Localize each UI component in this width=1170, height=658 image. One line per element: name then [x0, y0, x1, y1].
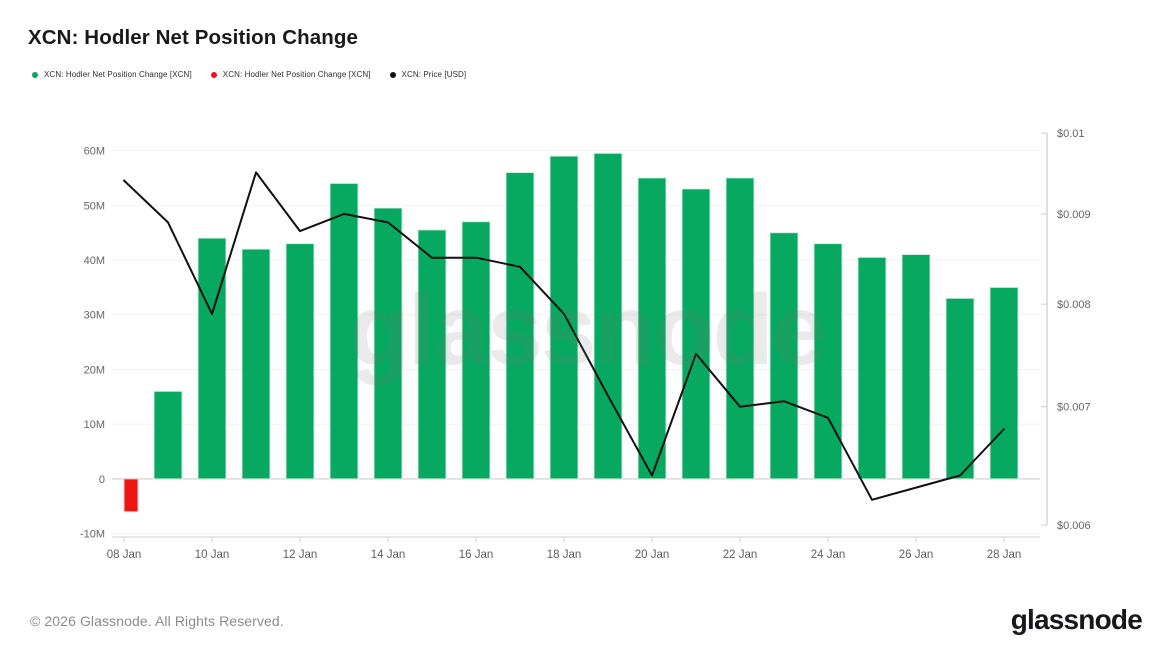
x-axis-tick-label: 24 Jan — [811, 549, 846, 561]
legend-item-hodler-positive[interactable]: XCN: Hodler Net Position Change [XCN] — [32, 70, 192, 79]
x-axis-tick-label: 26 Jan — [899, 549, 934, 561]
right-axis-tick-label: $0.01 — [1057, 128, 1085, 140]
left-axis-tick-label: 10M — [84, 419, 105, 431]
x-axis-tick-label: 16 Jan — [459, 549, 494, 561]
bar-positive — [417, 229, 447, 480]
legend-label: XCN: Price [USD] — [401, 70, 467, 79]
price-line-path — [123, 171, 1005, 501]
x-axis-tick-label: 14 Jan — [371, 549, 406, 561]
axes: -10M 0 10M 20M 30M 40M 50M 60M 08 Jan 10 Jan 12 Ja… — [80, 128, 1091, 561]
x-axis-tick-label: 20 Jan — [635, 549, 670, 561]
legend-dot-black-icon — [389, 71, 396, 78]
right-axis-tick-label: $0.008 — [1057, 299, 1091, 311]
left-axis-tick-label: 0 — [99, 474, 105, 486]
left-axis-tick-label: 20M — [84, 364, 105, 376]
right-axis-tick-label: $0.007 — [1057, 402, 1091, 414]
x-axis-tick-label: 22 Jan — [723, 549, 758, 561]
left-axis-tick-label: 40M — [84, 255, 105, 267]
x-axis-tick-label: 18 Jan — [547, 549, 582, 561]
bar-positive — [197, 237, 227, 480]
legend-dot-green-icon — [32, 71, 38, 78]
x-axis-tick-label: 08 Jan — [107, 549, 142, 561]
bar-positive — [153, 390, 183, 480]
bar-positive — [725, 177, 755, 480]
bar-positive — [681, 188, 711, 480]
bar-positive — [813, 243, 843, 480]
bar-positive — [461, 221, 491, 480]
bar-positive — [549, 155, 579, 480]
chart-legend: XCN: Hodler Net Position Change [XCN] XC… — [32, 70, 466, 79]
bar-positive — [637, 177, 667, 480]
bar-positive — [373, 207, 403, 480]
x-axis-tick-label: 10 Jan — [195, 549, 230, 561]
left-axis-tick-label: -10M — [80, 529, 105, 541]
legend-label: XCN: Hodler Net Position Change [XCN] — [222, 70, 371, 79]
left-axis-tick-label: 50M — [84, 200, 105, 212]
bar-positive — [769, 232, 799, 480]
page-title: XCN: Hodler Net Position Change — [28, 26, 358, 49]
legend-label: XCN: Hodler Net Position Change [XCN] — [44, 70, 192, 79]
bar-positive — [593, 152, 623, 480]
bar-positive — [989, 286, 1019, 480]
bar-positive — [505, 172, 535, 480]
x-axis-tick-label: 28 Jan — [987, 549, 1022, 561]
bar-positive — [945, 297, 975, 480]
x-axis-tick-label: 12 Jan — [283, 549, 318, 561]
bar-positive — [329, 182, 359, 480]
bar-positive — [857, 256, 887, 480]
bar-negative — [123, 478, 139, 513]
left-axis-tick-label: 60M — [84, 146, 105, 158]
bars-hodler-net-position — [123, 152, 1019, 513]
right-axis-tick-label: $0.009 — [1057, 209, 1091, 221]
legend-item-hodler-negative[interactable]: XCN: Hodler Net Position Change [XCN] — [210, 70, 371, 79]
legend-dot-red-icon — [210, 71, 217, 78]
footer-copyright: © 2026 Glassnode. All Rights Reserved. — [30, 613, 284, 629]
bar-positive — [901, 254, 931, 480]
bar-positive — [285, 243, 315, 480]
right-axis-tick-label: $0.006 — [1057, 520, 1091, 532]
legend-item-price[interactable]: XCN: Price [USD] — [389, 70, 467, 79]
price-line — [123, 171, 1005, 501]
left-axis-tick-label: 30M — [84, 310, 105, 322]
glassnode-logo: glassnode — [1010, 604, 1143, 635]
bar-positive — [241, 248, 271, 480]
